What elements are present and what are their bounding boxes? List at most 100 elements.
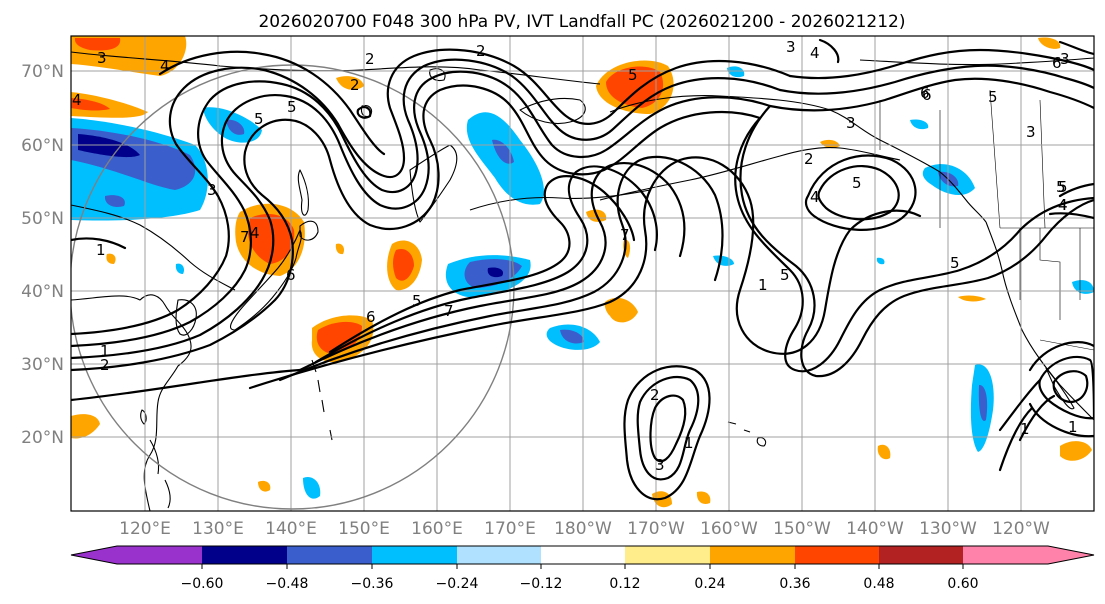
neg-anomaly-small-6: [876, 257, 885, 265]
clabel-12: 6: [922, 86, 932, 104]
clabel-14: 4: [810, 44, 820, 62]
coast-siberia-north: [71, 51, 601, 85]
lon-label-130w: 130°W: [919, 519, 977, 539]
pos-anomaly-65n-west-core: [71, 98, 110, 111]
pos-anomaly-small-c: [604, 297, 638, 323]
contour-north-wave-5: [158, 50, 386, 156]
lat-label-70n: 70°N: [21, 62, 64, 82]
contour-east-pacific-3: [817, 165, 900, 221]
neg-anomaly-small-3: [910, 119, 929, 130]
clabel-7: 4: [250, 224, 260, 242]
contour-south-1: [71, 368, 302, 402]
clabel-28: 1: [100, 342, 110, 360]
clabel-17: 5: [852, 174, 862, 192]
contour-gulf-alaska-ring: [768, 77, 1094, 112]
contour-labels: 3 4 4 2 2 5 3 4 5 7 6 3 6 5 4 1 5 5 2 3 …: [72, 38, 1078, 474]
landfall-radius-circle: [71, 64, 515, 510]
contour-gulf-alaska-ring-2: [778, 64, 1094, 95]
clabel-33: 1: [684, 434, 694, 452]
neg-anomaly-small-4: [1072, 280, 1094, 294]
clabel-39: 3: [1060, 50, 1070, 68]
colorbar-ticks: [201, 564, 964, 569]
colorbar-segment-2: [287, 546, 372, 564]
pos-anomaly-small-o: [1038, 37, 1061, 49]
contour-jet-core-east: [328, 175, 636, 354]
neg-anomaly-40n-core: [487, 267, 504, 278]
coast-korea: [175, 299, 197, 336]
colorbar-segment-7: [710, 546, 795, 564]
coast-alaska-south: [599, 146, 901, 201]
longitude-labels: 120°E 130°E 140°E 150°E 160°E 170°E 180°…: [119, 519, 1050, 539]
lat-label-30n: 30°N: [21, 355, 64, 375]
clabel-20: 1: [758, 276, 768, 294]
border-canada-provinces: [939, 89, 1046, 229]
clabel-6: 3: [207, 181, 217, 199]
clabel-15: 1: [96, 241, 106, 259]
contour-east-pacific-1: [734, 116, 1094, 373]
lon-label-120e: 120°E: [119, 519, 171, 539]
clabel-1: 4: [160, 57, 170, 75]
colorbar-segment-9: [879, 546, 963, 564]
clabel-27: 4: [810, 188, 820, 206]
lat-label-20n: 20°N: [21, 428, 64, 448]
contour-jet-2: [314, 165, 658, 364]
clabel-32: 3: [655, 456, 665, 474]
lon-label-170e: 170°E: [484, 519, 536, 539]
clabel-40: 2: [476, 42, 486, 60]
clabel-24: 5: [1056, 178, 1066, 196]
coast-canada: [859, 57, 1094, 66]
contour-jet-4: [278, 155, 724, 382]
clabel-0: 3: [97, 49, 107, 67]
pv-contours: [71, 38, 1094, 501]
contour-subtropical-low-3: [623, 365, 711, 501]
pos-anomaly-japan-north-core: [248, 214, 295, 264]
pos-anomaly-small-f: [696, 491, 711, 504]
coast-hokkaido: [299, 220, 319, 241]
contour-gulf-alaska-ring-3: [788, 48, 1094, 80]
clabel-31: 2: [650, 386, 660, 404]
contour-subtropical-low-1: [636, 375, 700, 481]
colorbar-label-8: 0.48: [863, 576, 894, 592]
pos-anomaly-small-a: [336, 76, 364, 90]
lon-label-140e: 140°E: [265, 519, 317, 539]
lat-label-50n: 50°N: [21, 209, 64, 229]
neg-anomaly-west-60n-core: [78, 134, 140, 158]
contour-north-wave-2: [71, 70, 772, 360]
lon-label-120w: 120°W: [992, 519, 1050, 539]
contour-jet-3: [298, 162, 686, 372]
contour-east-cutoff-3: [1028, 341, 1094, 438]
colorbar-label-5: 0.12: [609, 576, 640, 592]
colorbar-segment-1: [202, 546, 287, 564]
neg-anomaly-35n-core: [560, 329, 584, 344]
contour-north-small-2: [818, 38, 1094, 64]
neg-anomaly-small-2: [727, 66, 745, 78]
clabel-41: 5: [412, 292, 422, 310]
lon-label-180w: 180°W: [554, 519, 612, 539]
pos-anomaly-160e-core: [393, 248, 414, 281]
lon-label-130e: 130°E: [192, 519, 244, 539]
colorbar-outline: [70, 545, 1095, 565]
clabel-10: 6: [366, 308, 376, 326]
coast-sakhalin: [297, 169, 309, 216]
colorbar-segment-10: [963, 546, 1094, 564]
colorbar-segment-0: [71, 546, 202, 564]
coast-asia-mainland: [71, 294, 192, 511]
contour-north-wave-1: [71, 84, 762, 372]
map-area: 3 4 4 2 2 5 3 4 5 7 6 3 6 5 4 1 5 5 2 3 …: [71, 36, 1094, 511]
colorbar-label-9: 0.60: [947, 576, 978, 592]
clabel-8: 5: [254, 110, 264, 128]
clabel-35: 5: [780, 266, 790, 284]
pos-anomaly-small-k: [258, 480, 271, 492]
clabel-30: 2: [100, 356, 110, 374]
contour-east-pacific-2: [739, 104, 1094, 378]
neg-anomaly-west-52n: [104, 195, 125, 207]
contour-east-edge: [1048, 182, 1094, 220]
clabel-3: 2: [365, 50, 375, 68]
clabel-13: 5: [988, 88, 998, 106]
lon-label-170w: 170°W: [627, 519, 685, 539]
clabel-36: 6: [286, 266, 296, 284]
contour-east-cutoff-2: [1052, 370, 1089, 404]
colorbar-label-6: 0.24: [694, 576, 725, 592]
coastlines: [71, 51, 1094, 511]
